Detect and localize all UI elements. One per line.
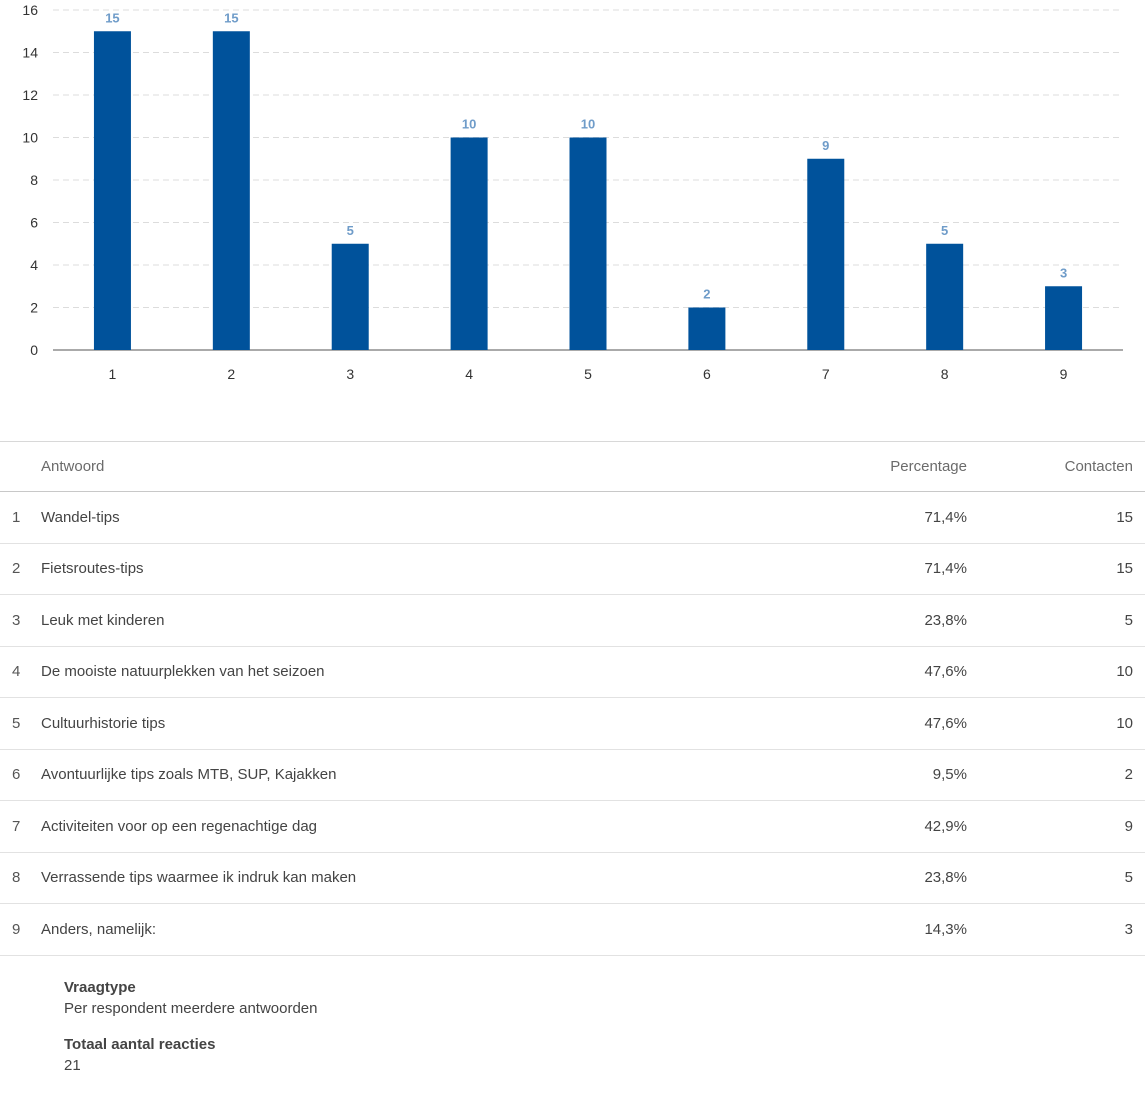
- table-row: 5 Cultuurhistorie tips 47,6% 10: [0, 698, 1145, 750]
- row-contacts: 10: [1116, 714, 1133, 732]
- row-contacts: 3: [1124, 920, 1133, 938]
- y-tick-label: 2: [30, 300, 38, 316]
- row-answer: Verrassende tips waarmee ik indruk kan m…: [41, 869, 357, 887]
- bar: [93, 31, 131, 350]
- row-contacts: 9: [1124, 817, 1133, 835]
- header-percentage: Percentage: [890, 458, 967, 475]
- row-number: 7: [12, 817, 21, 835]
- row-percentage: 71,4%: [924, 508, 967, 526]
- x-tick-label: 8: [941, 366, 949, 382]
- bar-chart: 0 2 4 6 8 10 12 14 16 15 1 15 2 5 3 10 4 10 5 2 6 9 7 5 8 3 9: [0, 0, 1145, 400]
- row-answer: De mooiste natuurplekken van het seizoen: [41, 663, 325, 681]
- data-label: 2: [703, 287, 710, 302]
- bar: [926, 243, 964, 350]
- row-number: 3: [12, 611, 21, 629]
- row-percentage: 23,8%: [924, 611, 967, 629]
- row-answer: Cultuurhistorie tips: [41, 714, 166, 732]
- table-row: 3 Leuk met kinderen 23,8% 5: [0, 595, 1145, 647]
- bar: [450, 137, 488, 350]
- question-type-label: Vraagtype: [64, 979, 136, 996]
- table-header: Antwoord Percentage Contacten: [0, 441, 1145, 492]
- row-answer: Avontuurlijke tips zoals MTB, SUP, Kajak…: [41, 766, 337, 784]
- row-percentage: 42,9%: [924, 817, 967, 835]
- bar-chart-svg: 0 2 4 6 8 10 12 14 16 15 1 15 2 5 3 10 4 10 5 2 6 9 7 5 8 3 9: [22, 2, 1123, 382]
- bar: [212, 31, 250, 350]
- row-number: 2: [12, 560, 21, 578]
- row-contacts: 10: [1116, 663, 1133, 681]
- row-contacts: 5: [1124, 869, 1133, 887]
- data-label: 5: [347, 223, 354, 238]
- data-label: 3: [1060, 265, 1067, 280]
- y-tick-label: 16: [22, 2, 38, 18]
- row-number: 6: [12, 766, 21, 784]
- data-label: 9: [822, 138, 829, 153]
- data-label: 15: [224, 10, 238, 25]
- row-number: 5: [12, 714, 21, 732]
- y-tick-label: 14: [22, 45, 38, 61]
- row-contacts: 15: [1116, 560, 1133, 578]
- row-answer: Wandel-tips: [41, 508, 120, 526]
- row-contacts: 15: [1116, 508, 1133, 526]
- row-answer: Fietsroutes-tips: [41, 560, 144, 578]
- bar: [569, 137, 607, 350]
- x-tick-label: 7: [822, 366, 830, 382]
- table-row: 4 De mooiste natuurplekken van het seizoe…: [0, 647, 1145, 698]
- table-row: 9 Anders, namelijk: 14,3% 3: [0, 904, 1145, 956]
- question-meta: Vraagtype Per respondent meerdere antwoo…: [64, 977, 318, 1091]
- x-tick-label: 3: [346, 366, 354, 382]
- row-number: 9: [12, 920, 21, 938]
- data-label: 15: [105, 10, 119, 25]
- table-row: 6 Avontuurlijke tips zoals MTB, SUP, Kaja…: [0, 750, 1145, 801]
- total-responses-label: Totaal aantal reacties: [64, 1036, 216, 1053]
- row-percentage: 23,8%: [924, 869, 967, 887]
- y-tick-label: 12: [22, 87, 38, 103]
- bar: [331, 243, 369, 350]
- table-row: 7 Activiteiten voor op een regenachtige d…: [0, 801, 1145, 853]
- x-tick-label: 6: [703, 366, 711, 382]
- row-percentage: 71,4%: [924, 560, 967, 578]
- total-responses-value: 21: [64, 1057, 81, 1074]
- row-number: 4: [12, 663, 21, 681]
- row-answer: Activiteiten voor op een regenachtige da…: [41, 817, 318, 835]
- x-tick-label: 1: [109, 366, 117, 382]
- table-row: 1 Wandel-tips 71,4% 15: [0, 492, 1145, 544]
- y-tick-label: 6: [30, 215, 38, 231]
- y-tick-label: 10: [22, 130, 38, 146]
- row-contacts: 2: [1124, 766, 1133, 784]
- x-tick-label: 2: [227, 366, 235, 382]
- x-tick-label: 9: [1060, 366, 1068, 382]
- question-type-value: Per respondent meerdere antwoorden: [64, 1000, 318, 1017]
- row-percentage: 9,5%: [932, 766, 967, 784]
- row-percentage: 47,6%: [924, 714, 967, 732]
- row-contacts: 5: [1124, 611, 1133, 629]
- row-number: 8: [12, 869, 21, 887]
- data-label: 10: [581, 117, 595, 132]
- bar: [807, 158, 845, 350]
- x-tick-label: 5: [584, 366, 592, 382]
- y-tick-label: 8: [30, 172, 38, 188]
- header-contacts: Contacten: [1064, 458, 1133, 475]
- header-answer: Antwoord: [41, 458, 105, 475]
- row-answer: Leuk met kinderen: [41, 611, 165, 629]
- data-label: 10: [462, 117, 476, 132]
- results-table: Antwoord Percentage Contacten 1 Wandel-ti…: [0, 441, 1145, 956]
- data-label: 5: [941, 223, 948, 238]
- row-answer: Anders, namelijk:: [41, 920, 157, 938]
- row-percentage: 14,3%: [924, 920, 967, 938]
- row-percentage: 47,6%: [924, 663, 967, 681]
- table-row: 2 Fietsroutes-tips 71,4% 15: [0, 544, 1145, 595]
- bar: [1045, 286, 1083, 350]
- bar: [688, 307, 726, 350]
- table-row: 8 Verrassende tips waarmee ik indruk kan …: [0, 853, 1145, 904]
- row-number: 1: [12, 508, 21, 526]
- y-tick-label: 0: [30, 342, 38, 358]
- y-tick-label: 4: [30, 257, 38, 273]
- x-tick-label: 4: [465, 366, 473, 382]
